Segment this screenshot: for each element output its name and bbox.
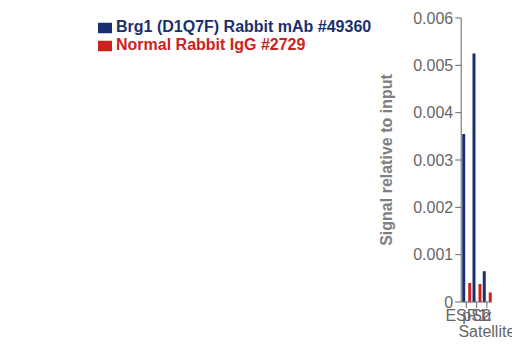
svg-text:pS2: pS2	[462, 307, 491, 324]
svg-text:0.004: 0.004	[413, 104, 453, 121]
html-text:Brg1 (D1Q7F) Rabbit mAb #49360: Brg1 (D1Q7F) Rabbit mAb #49360	[116, 18, 372, 35]
svg-text:0.002: 0.002	[413, 199, 453, 216]
svg-text:Signal relative to input: Signal relative to input	[378, 74, 395, 246]
svg-text:0.003: 0.003	[413, 152, 453, 169]
html-text:Normal Rabbit IgG #2729: Normal Rabbit IgG #2729	[116, 36, 306, 53]
svg-text:0.006: 0.006	[413, 10, 453, 27]
svg-text:0.001: 0.001	[413, 246, 453, 263]
svg-text:0.005: 0.005	[413, 57, 453, 74]
svg-text:αSatellite: αSatellite	[458, 307, 512, 340]
svg-text:0: 0	[444, 294, 453, 311]
